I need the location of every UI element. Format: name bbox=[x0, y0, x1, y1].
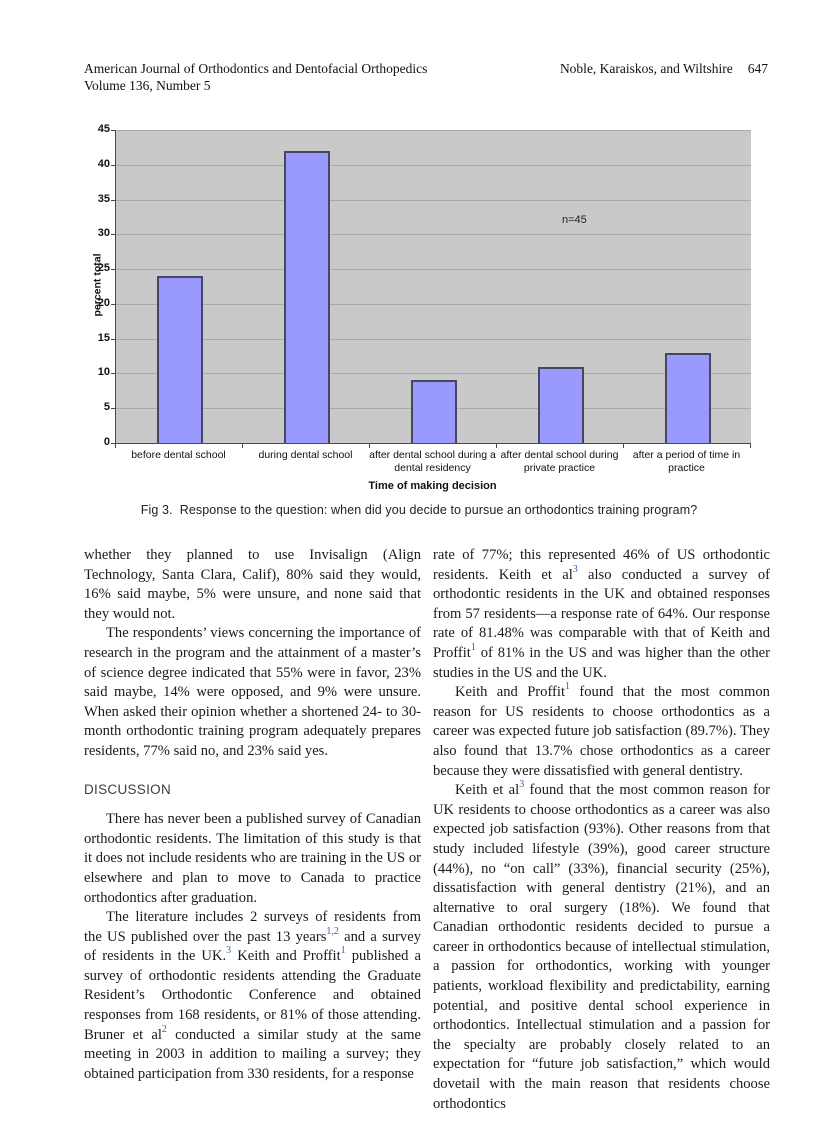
left-column: whether they planned to use Invisalign (… bbox=[84, 546, 421, 1114]
x-category-label: after a period of time in practice bbox=[632, 449, 741, 474]
paragraph: Keith and Proffit1 found that the most c… bbox=[433, 681, 770, 779]
section-heading-discussion: DISCUSSION bbox=[84, 781, 172, 797]
reference-superscript: 1,2 bbox=[326, 925, 339, 937]
x-tick-mark bbox=[369, 444, 370, 448]
left-column-bottom: There has never been a published survey … bbox=[84, 810, 421, 1084]
y-tick-mark bbox=[111, 408, 115, 410]
y-tick-mark bbox=[111, 269, 115, 271]
sample-size-annotation: n=45 bbox=[562, 214, 587, 226]
journal-volume: Volume 136, Number 5 bbox=[84, 78, 211, 93]
gridline bbox=[116, 199, 751, 201]
x-category-label: before dental school bbox=[131, 449, 226, 461]
y-axis-title: percent total bbox=[91, 253, 104, 317]
reference-superscript: 2 bbox=[161, 1023, 167, 1035]
paragraph: There has never been a published survey … bbox=[84, 811, 421, 906]
x-tick-mark bbox=[496, 444, 497, 448]
figure-bar-chart: percent total 0 5 10 15 20 25 30 35 40 45 n=45 be… bbox=[85, 123, 760, 500]
reference-superscript: 1 bbox=[470, 642, 476, 654]
gridline bbox=[116, 303, 751, 305]
paragraph: The respondents’ views concerning the im… bbox=[84, 625, 421, 759]
x-category-label: during dental school bbox=[258, 449, 353, 461]
gridline bbox=[116, 164, 751, 166]
x-category-label: after dental school during a dental resid… bbox=[369, 449, 496, 474]
bar-1 bbox=[156, 276, 203, 443]
authors: Noble, Karaiskos, and Wiltshire bbox=[559, 61, 733, 76]
x-axis-title: Time of making decision bbox=[368, 480, 497, 492]
bar-3 bbox=[410, 380, 457, 443]
y-tick-label: 25 bbox=[97, 262, 110, 275]
bar-5 bbox=[664, 352, 711, 443]
running-head-journal: American Journal of Orthodontics and Den… bbox=[84, 60, 427, 94]
x-tick-mark bbox=[242, 444, 243, 448]
paragraph: Keith et al3 found that the most common … bbox=[433, 779, 770, 1112]
paragraph: The literature includes 2 surveys of res… bbox=[84, 909, 421, 1082]
x-tick-mark bbox=[115, 444, 116, 448]
reference-superscript: 3 bbox=[572, 563, 578, 575]
y-tick-mark bbox=[111, 199, 115, 201]
y-tick-mark bbox=[111, 373, 115, 375]
y-tick-label: 30 bbox=[97, 227, 110, 240]
chart-plot-area: n=45 bbox=[115, 130, 751, 444]
figure-caption: Fig 3. Response to the question: when di… bbox=[140, 503, 698, 517]
x-axis-labels: before dental school during dental school… bbox=[115, 449, 750, 475]
bar-4 bbox=[537, 366, 584, 443]
y-tick-label: 40 bbox=[97, 157, 110, 170]
left-column-top: whether they planned to use Invisalign (… bbox=[84, 546, 421, 762]
bar-2 bbox=[283, 150, 330, 443]
paragraph: rate of 77%; this represented 46% of US … bbox=[433, 547, 770, 681]
running-head-authors: Noble, Karaiskos, and Wiltshire 647 bbox=[560, 60, 768, 77]
y-tick-label: 10 bbox=[97, 366, 110, 379]
page-number: 647 bbox=[747, 61, 768, 76]
y-tick-mark bbox=[111, 443, 115, 444]
right-column-paragraphs: rate of 77%; this represented 46% of US … bbox=[433, 546, 770, 1114]
reference-superscript: 3 bbox=[226, 945, 232, 957]
y-tick-mark bbox=[111, 164, 115, 166]
y-tick-label: 0 bbox=[103, 436, 110, 448]
article-body: whether they planned to use Invisalign (… bbox=[84, 546, 770, 1114]
paragraph: whether they planned to use Invisalign (… bbox=[84, 547, 421, 622]
gridline bbox=[116, 234, 751, 236]
y-tick-label: 20 bbox=[97, 296, 110, 309]
gridline bbox=[116, 130, 751, 131]
x-category-label: after dental school during private practi… bbox=[500, 449, 619, 474]
y-tick-label: 45 bbox=[97, 123, 110, 135]
y-tick-mark bbox=[111, 130, 115, 131]
reference-superscript: 1 bbox=[565, 681, 571, 693]
y-tick-mark bbox=[111, 338, 115, 340]
journal-name: American Journal of Orthodontics and Den… bbox=[84, 61, 428, 76]
y-tick-label: 5 bbox=[103, 401, 110, 414]
gridline bbox=[116, 338, 751, 340]
y-tick-mark bbox=[111, 303, 115, 305]
reference-superscript: 3 bbox=[519, 779, 525, 791]
y-tick-mark bbox=[111, 234, 115, 236]
x-tick-mark bbox=[623, 444, 624, 448]
gridline bbox=[116, 269, 751, 271]
x-tick-mark bbox=[750, 444, 751, 448]
y-tick-label: 35 bbox=[97, 192, 110, 205]
gridline bbox=[116, 373, 751, 375]
y-tick-label: 15 bbox=[97, 331, 110, 344]
reference-superscript: 1 bbox=[340, 945, 346, 957]
right-column: rate of 77%; this represented 46% of US … bbox=[433, 546, 770, 1114]
